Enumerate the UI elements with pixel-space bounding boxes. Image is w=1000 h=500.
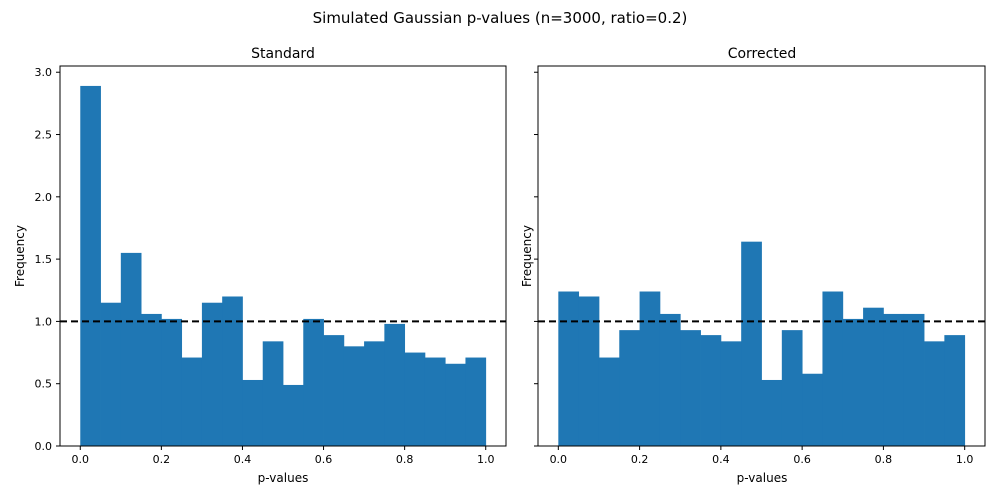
x-tick-label: 0.4 — [712, 453, 730, 466]
histogram-bar — [639, 291, 661, 446]
histogram-bar — [262, 341, 284, 446]
histogram-bar — [384, 323, 406, 446]
histogram-bar — [863, 307, 884, 446]
histogram-bar — [558, 291, 580, 446]
histogram-bar — [323, 335, 345, 446]
histogram-bar — [700, 335, 722, 446]
histogram-bar — [822, 291, 844, 446]
histogram-bar — [120, 252, 142, 446]
y-axis-label-corrected: Frequency — [520, 225, 534, 287]
y-tick-label: 2.5 — [35, 129, 53, 142]
histogram-bar — [598, 357, 620, 446]
histogram-bar — [141, 313, 162, 446]
histogram-bar — [364, 341, 385, 446]
histogram-bar — [404, 352, 426, 446]
x-tick-label: 0.2 — [153, 453, 171, 466]
histogram-bar — [424, 357, 446, 446]
panel-title-corrected: Corrected — [728, 46, 797, 62]
histogram-bar — [903, 313, 925, 446]
y-tick-label: 1.0 — [35, 315, 53, 328]
y-axis-label-standard: Frequency — [13, 225, 27, 287]
panel-standard: Standard 0.0 0.2 0.4 0.6 0.8 1.0 0.0 0.5 1.0 1.5… — [13, 46, 507, 485]
histogram-bar — [781, 330, 803, 446]
y-ticks-standard: 0.0 0.5 1.0 1.5 2.0 2.5 3.0 — [35, 66, 60, 453]
x-tick-label: 0.8 — [396, 453, 414, 466]
figure-suptitle: Simulated Gaussian p-values (n=3000, rat… — [313, 9, 688, 27]
y-tick-label: 3.0 — [35, 66, 53, 79]
histogram-bar — [343, 346, 365, 446]
histogram-bar — [161, 318, 183, 446]
y-ticks-corrected — [534, 71, 538, 447]
x-tick-label: 0.6 — [793, 453, 811, 466]
histogram-bar — [242, 379, 264, 446]
x-tick-label: 0.8 — [875, 453, 893, 466]
histogram-bar — [720, 341, 742, 446]
histogram-bar — [201, 302, 223, 446]
histogram-bar — [465, 357, 487, 446]
histogram-bar — [659, 313, 681, 446]
y-tick-label: 0.5 — [35, 378, 53, 391]
panel-corrected: Corrected 0.0 0.2 0.4 0.6 0.8 1.0 p-values Fr… — [520, 46, 986, 485]
histogram-bar — [283, 384, 304, 446]
histogram-bar — [445, 363, 466, 446]
histogram-bar — [303, 318, 324, 446]
panel-title-standard: Standard — [251, 46, 315, 62]
histogram-bar — [924, 341, 945, 446]
y-tick-label: 2.0 — [35, 191, 53, 204]
bars-corrected — [558, 241, 966, 446]
axes-frame-standard — [59, 65, 507, 447]
histogram-bar — [578, 296, 600, 446]
histogram-bar — [680, 330, 701, 446]
x-tick-label: 0.0 — [72, 453, 90, 466]
x-tick-label: 0.4 — [234, 453, 252, 466]
x-axis-label-corrected: p-values — [737, 471, 788, 485]
x-tick-label: 0.2 — [631, 453, 649, 466]
histogram-bar — [944, 335, 966, 446]
histogram-bar — [222, 296, 243, 446]
x-tick-label: 0.0 — [550, 453, 568, 466]
y-tick-label: 1.5 — [35, 253, 53, 266]
x-ticks-standard: 0.0 0.2 0.4 0.6 0.8 1.0 — [72, 446, 495, 466]
x-tick-label: 1.0 — [477, 453, 495, 466]
bars-standard — [80, 85, 487, 447]
histogram-bar — [802, 373, 823, 446]
x-ticks-corrected: 0.0 0.2 0.4 0.6 0.8 1.0 — [550, 446, 974, 466]
histogram-bar — [883, 313, 905, 446]
x-tick-label: 0.6 — [315, 453, 333, 466]
histogram-bar — [761, 379, 783, 446]
histogram-bar — [619, 330, 640, 446]
x-axis-label-standard: p-values — [258, 471, 309, 485]
x-tick-label: 1.0 — [956, 453, 974, 466]
y-tick-label: 0.0 — [35, 440, 53, 453]
axes-frame-corrected — [537, 65, 986, 447]
histogram-bar — [100, 302, 122, 446]
histogram-bar — [842, 318, 864, 446]
histogram-bar — [741, 241, 762, 446]
histogram-bar — [181, 357, 203, 446]
histogram-bar — [80, 85, 101, 447]
